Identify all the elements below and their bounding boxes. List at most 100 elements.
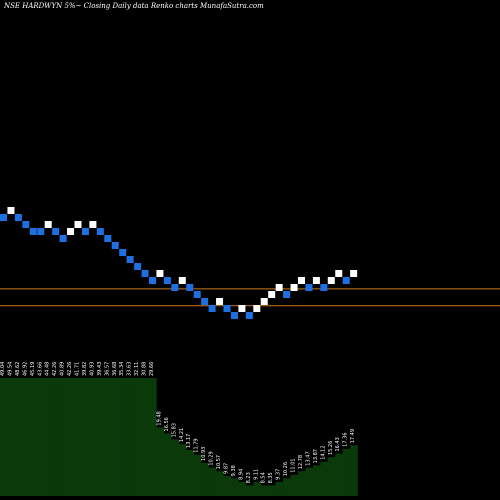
volume-bar bbox=[245, 485, 254, 496]
volume-label: 14.21 bbox=[179, 428, 185, 442]
renko-brick-up bbox=[298, 277, 305, 284]
volume-bar bbox=[238, 481, 247, 496]
volume-bar bbox=[186, 449, 194, 496]
volume-bar bbox=[119, 378, 127, 496]
volume-label: 39.43 bbox=[97, 362, 103, 376]
volume-bar bbox=[67, 378, 75, 496]
volume-bar bbox=[268, 485, 276, 496]
renko-brick-up bbox=[260, 298, 268, 305]
volume-bar bbox=[201, 462, 209, 496]
renko-brick-up bbox=[290, 284, 298, 291]
volume-label: 40.89 bbox=[60, 362, 66, 376]
renko-brick-up bbox=[7, 207, 15, 214]
volume-label: 9.37 bbox=[276, 469, 282, 480]
renko-brick-down bbox=[29, 228, 37, 235]
renko-brick-up bbox=[253, 305, 261, 312]
renko-brick-up bbox=[327, 277, 335, 284]
volume-bar bbox=[327, 457, 336, 496]
volume-bar bbox=[29, 378, 38, 496]
renko-brick-down bbox=[305, 284, 313, 291]
volume-label: 14.12 bbox=[320, 445, 326, 459]
chart-title: NSE HARDWYN 5%~ Closing Daily data Renko… bbox=[4, 2, 264, 10]
volume-bar bbox=[298, 471, 306, 496]
renko-brick-up bbox=[156, 270, 164, 277]
renko-brick-up bbox=[335, 270, 343, 277]
volume-label: 45.19 bbox=[30, 362, 36, 376]
volume-label: 29.66 bbox=[149, 362, 155, 376]
volume-label: 36.57 bbox=[104, 362, 110, 376]
renko-brick-up bbox=[312, 277, 320, 284]
renko-brick-down bbox=[193, 291, 201, 298]
renko-brick-down bbox=[163, 277, 171, 284]
volume-label: 49.54 bbox=[7, 362, 13, 376]
renko-brick-up bbox=[89, 221, 97, 228]
volume-label: 11.79 bbox=[194, 438, 200, 452]
volume-label: 10.57 bbox=[216, 455, 222, 469]
renko-brick-down bbox=[134, 263, 142, 270]
renko-brick-up bbox=[44, 221, 52, 228]
volume-bar bbox=[44, 378, 53, 496]
volume-bar bbox=[230, 478, 239, 496]
volume-label: 39.82 bbox=[82, 362, 88, 376]
volume-label: 19.48 bbox=[156, 411, 162, 425]
volume-bar bbox=[22, 378, 30, 496]
renko-brick-down bbox=[96, 228, 104, 235]
volume-bar bbox=[178, 444, 187, 496]
volume-label: 10.29 bbox=[209, 451, 215, 465]
renko-brick-down bbox=[223, 305, 231, 312]
renko-brick-down bbox=[320, 284, 328, 291]
volume-bar bbox=[312, 465, 321, 496]
renko-brick-down bbox=[119, 249, 127, 256]
renko-brick-up bbox=[275, 284, 283, 291]
renko-brick-down bbox=[59, 235, 67, 242]
volume-bar bbox=[305, 467, 314, 496]
volume-label: 15.83 bbox=[171, 423, 177, 437]
volume-label: 42.26 bbox=[67, 362, 73, 376]
volume-bar bbox=[193, 454, 202, 496]
renko-brick-down bbox=[186, 284, 194, 291]
volume-label: 17.49 bbox=[350, 429, 356, 443]
volume-label: 41.71 bbox=[75, 362, 81, 376]
volume-label: 32.11 bbox=[134, 362, 140, 376]
volume-bar bbox=[156, 427, 165, 496]
volume-label: 15.26 bbox=[328, 441, 334, 455]
renko-brick-down bbox=[111, 242, 119, 249]
volume-label: 35.34 bbox=[119, 362, 125, 376]
volume-label: 36.68 bbox=[112, 362, 118, 376]
volume-label: 8.54 bbox=[261, 472, 267, 483]
volume-label: 17.36 bbox=[343, 432, 349, 446]
volume-bar bbox=[283, 478, 291, 496]
volume-bar bbox=[52, 378, 60, 496]
volume-label: 10.93 bbox=[201, 447, 207, 461]
volume-label: 30.88 bbox=[142, 362, 148, 376]
renko-brick-down bbox=[208, 305, 216, 312]
renko-brick-down bbox=[126, 256, 134, 263]
volume-bar bbox=[126, 378, 135, 496]
volume-bar bbox=[59, 378, 68, 496]
volume-bar bbox=[7, 378, 16, 496]
volume-label: 42.26 bbox=[52, 362, 58, 376]
volume-bar bbox=[96, 378, 105, 496]
volume-bar bbox=[37, 378, 45, 496]
volume-bar bbox=[149, 378, 157, 496]
volume-bar bbox=[0, 378, 8, 496]
renko-brick-up bbox=[74, 221, 82, 228]
volume-label: 16.43 bbox=[335, 437, 341, 451]
renko-brick-down bbox=[81, 228, 89, 235]
renko-brick-down bbox=[283, 291, 291, 298]
volume-label: 9.11 bbox=[253, 469, 259, 480]
volume-bar bbox=[260, 485, 269, 496]
volume-bar bbox=[223, 475, 232, 496]
volume-label: 8.94 bbox=[238, 469, 244, 480]
renko-brick-up bbox=[238, 305, 246, 312]
volume-label: 43.66 bbox=[37, 362, 43, 376]
volume-label: 9.38 bbox=[231, 465, 237, 476]
volume-bar bbox=[81, 378, 90, 496]
renko-brick-down bbox=[104, 235, 112, 242]
volume-bar bbox=[290, 474, 299, 496]
renko-brick-down bbox=[0, 214, 7, 221]
volume-label: 8.23 bbox=[246, 472, 252, 483]
renko-brick-up bbox=[268, 291, 276, 298]
volume-bar bbox=[141, 378, 150, 496]
